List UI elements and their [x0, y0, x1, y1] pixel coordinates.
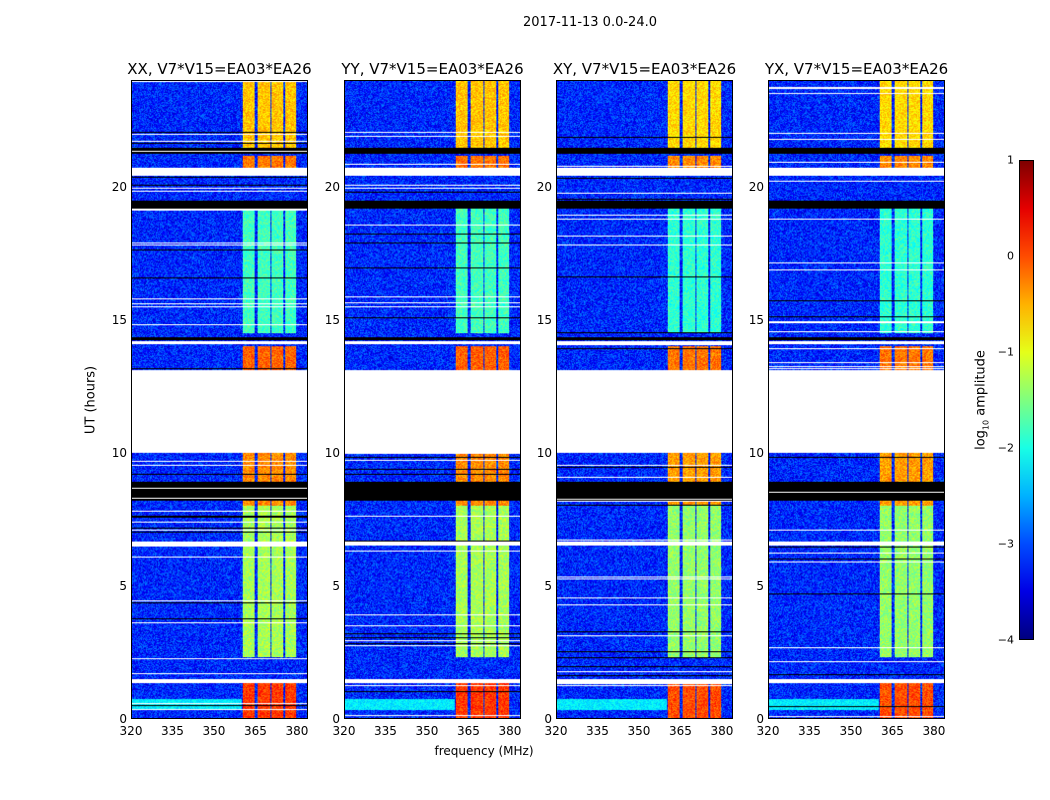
spectrogram-panel: [768, 80, 945, 719]
x-tick-label: 380: [285, 724, 309, 738]
panel-title: XY, V7*V15=EA03*EA26: [552, 60, 737, 78]
x-tick-label: 350: [415, 724, 439, 738]
x-tick-label: 365: [457, 724, 480, 738]
spectrogram-heatmap: [345, 81, 520, 718]
x-tick-label: 320: [332, 724, 356, 738]
y-tick-label: 5: [119, 578, 127, 593]
panel-title: XX, V7*V15=EA03*EA26: [127, 60, 312, 78]
x-tick-label: 380: [498, 724, 522, 738]
x-tick-label: 365: [669, 724, 692, 738]
y-tick-label: 0: [544, 712, 552, 726]
colorbar-tick-label: −4: [997, 633, 1014, 647]
y-tick-label: 15: [111, 312, 127, 327]
y-tick-label: 20: [536, 179, 552, 194]
x-tick-label: 365: [244, 724, 267, 738]
colorbar-label-sub: 10: [981, 419, 991, 431]
y-tick-label: 15: [324, 312, 340, 327]
y-axis-label: UT (hours): [83, 365, 99, 435]
colorbar-label: log10 amplitude: [974, 350, 991, 450]
y-tick-label: 0: [332, 712, 340, 726]
y-tick-label: 15: [748, 312, 764, 327]
panel-title: YY, V7*V15=EA03*EA26: [341, 60, 524, 78]
y-tick-label: 20: [748, 179, 764, 194]
colorbar-tick-label: 1: [1007, 153, 1014, 167]
y-tick-label: 0: [119, 712, 127, 726]
colorbar-tick-label: −2: [997, 441, 1014, 455]
x-axis-label: frequency (MHz): [434, 744, 534, 758]
x-tick-label: 365: [881, 724, 904, 738]
spectrogram-heatmap: [132, 81, 307, 718]
x-tick-label: 350: [202, 724, 226, 738]
x-tick-label: 320: [756, 724, 780, 738]
y-tick-label: 5: [544, 578, 552, 593]
x-tick-label: 350: [627, 724, 651, 738]
colorbar-label-main: log: [973, 430, 989, 450]
panel-title: YX, V7*V15=EA03*EA26: [764, 60, 949, 78]
y-tick-label: 5: [332, 578, 340, 593]
x-tick-label: 380: [922, 724, 946, 738]
spectrogram-panel: [131, 80, 308, 719]
y-tick-label: 10: [536, 445, 552, 460]
y-tick-label: 20: [111, 179, 127, 194]
spectrogram-heatmap: [557, 81, 732, 718]
y-tick-label: 15: [536, 312, 552, 327]
spectrogram-panel: [344, 80, 521, 719]
y-tick-label: 10: [748, 445, 764, 460]
colorbar-tick-label: 0: [1007, 249, 1014, 263]
colorbar-label-rest: amplitude: [973, 350, 989, 420]
x-tick-label: 335: [798, 724, 821, 738]
x-tick-label: 350: [839, 724, 863, 738]
colorbar: [1019, 160, 1034, 640]
x-tick-label: 335: [374, 724, 397, 738]
y-tick-label: 5: [756, 578, 764, 593]
y-tick-label: 0: [756, 712, 764, 726]
x-tick-label: 320: [119, 724, 143, 738]
colorbar-tick-label: −1: [997, 345, 1014, 359]
x-tick-label: 335: [161, 724, 184, 738]
y-tick-label: 20: [324, 179, 340, 194]
spectrogram-heatmap: [769, 81, 944, 718]
x-tick-label: 380: [710, 724, 734, 738]
x-tick-label: 335: [586, 724, 609, 738]
colorbar-tick-label: −3: [997, 537, 1014, 551]
x-tick-label: 320: [544, 724, 568, 738]
spectrogram-panel: [556, 80, 733, 719]
y-tick-label: 10: [111, 445, 127, 460]
y-tick-label: 10: [324, 445, 340, 460]
figure-title: 2017-11-13 0.0-24.0: [523, 15, 657, 30]
